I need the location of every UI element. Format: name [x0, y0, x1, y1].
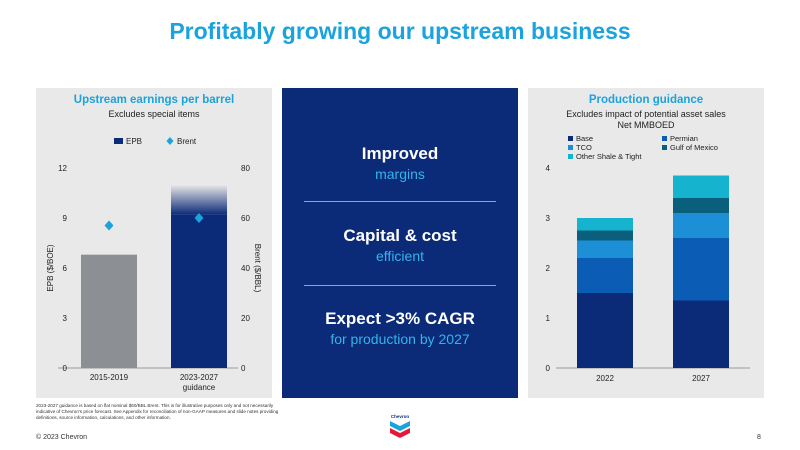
x-tick-label: 2023-2027: [180, 373, 219, 382]
y-tick-label: 4: [546, 164, 551, 173]
legend-label: TCO: [576, 143, 592, 152]
epb-chart: EPB Brent 0 3 6 9 12 0 20 40 60 80 EPB ($/BOE) Brent …: [46, 137, 262, 392]
epb-title: Upstream earnings per barrel: [73, 94, 235, 106]
y-tick-label: 2: [546, 264, 551, 273]
epb-panel: Upstream earnings per barrel Excludes sp…: [36, 88, 272, 398]
legend-swatch: [568, 154, 573, 159]
highlight-cagr-main: Expect >3% CAGR: [325, 309, 475, 328]
highlight-capital: Capital & cost efficient: [282, 226, 518, 264]
bar-segment: [577, 230, 633, 241]
bar-epb: [171, 214, 227, 368]
x-tick-label: 2027: [692, 374, 710, 383]
highlight-margins: Improved margins: [282, 144, 518, 182]
y-tick-label: 1: [546, 314, 551, 323]
divider: [304, 285, 496, 286]
highlight-cagr-sub: for production by 2027: [330, 331, 470, 347]
y-tick-label: 12: [58, 164, 67, 173]
production-panel: Production guidance Excludes impact of p…: [528, 88, 764, 398]
production-unit: Net MMBOED: [617, 120, 675, 130]
bar-segment: [577, 258, 633, 293]
legend-label: Permian: [670, 134, 698, 143]
bar-segment: [577, 218, 633, 231]
legend-swatch: [662, 145, 667, 150]
x-tick-label: 2022: [596, 374, 614, 383]
y-right-axis-label: Brent ($/BBL): [253, 244, 262, 293]
legend-label: Other Shale & Tight: [576, 152, 642, 161]
y-right-tick-label: 80: [241, 164, 250, 173]
highlight-margins-sub: margins: [375, 166, 425, 182]
production-subtitle: Excludes impact of potential asset sales: [566, 109, 726, 119]
y-tick-label: 0: [63, 364, 68, 373]
bar-segment: [673, 213, 729, 238]
production-title: Production guidance: [588, 94, 704, 106]
legend-swatch: [568, 136, 573, 141]
legend-label: Gulf of Mexico: [670, 143, 718, 152]
y-tick-label: 3: [63, 314, 68, 323]
epb-subtitle: Excludes special items: [108, 109, 200, 119]
legend-swatch-epb: [114, 138, 123, 144]
highlight-margins-main: Improved: [361, 144, 439, 163]
footnote: 2023-2027 guidance is based on flat nomi…: [36, 403, 279, 420]
bar-segment: [577, 240, 633, 258]
y-right-tick-label: 40: [241, 264, 250, 273]
legend-label-brent: Brent: [177, 137, 197, 146]
copyright: © 2023 Chevron: [36, 434, 88, 441]
page-number: 8: [757, 434, 761, 441]
production-chart: Base Permian TCO Gulf of Mexico Other Shale …: [546, 134, 750, 383]
x-tick-label: guidance: [183, 383, 216, 392]
chevron-logo: Chevron: [390, 414, 410, 438]
bar-segment: [673, 238, 729, 301]
divider: [304, 201, 496, 202]
y-right-tick-label: 20: [241, 314, 250, 323]
legend-swatch-brent: [166, 137, 174, 145]
legend-label-epb: EPB: [126, 137, 142, 146]
highlights-panel: Improved margins Capital & cost efficien…: [282, 88, 518, 398]
highlight-capital-sub: efficient: [376, 248, 424, 264]
logo-text: Chevron: [391, 414, 410, 419]
legend-swatch: [662, 136, 667, 141]
marker-brent: [104, 220, 114, 231]
y-tick-label: 3: [546, 214, 551, 223]
slide-title: Profitably growing our upstream business: [169, 18, 631, 44]
highlight-cagr: Expect >3% CAGR for production by 2027: [282, 309, 518, 347]
bar-segment: [673, 300, 729, 368]
y-right-tick-label: 0: [241, 364, 246, 373]
bar-segment: [673, 198, 729, 213]
highlight-capital-main: Capital & cost: [343, 226, 457, 245]
y-tick-label: 0: [546, 364, 551, 373]
bar-segment: [673, 175, 729, 198]
legend-label: Base: [576, 134, 593, 143]
bar-epb-fade: [171, 184, 227, 215]
bar-epb: [81, 254, 137, 368]
marker-brent: [194, 213, 204, 223]
y-right-tick-label: 60: [241, 214, 250, 223]
legend-swatch: [568, 145, 573, 150]
y-axis-label: EPB ($/BOE): [46, 244, 55, 291]
bar-segment: [577, 293, 633, 368]
y-tick-label: 6: [63, 264, 68, 273]
x-tick-label: 2015-2019: [90, 373, 129, 382]
y-tick-label: 9: [63, 214, 68, 223]
